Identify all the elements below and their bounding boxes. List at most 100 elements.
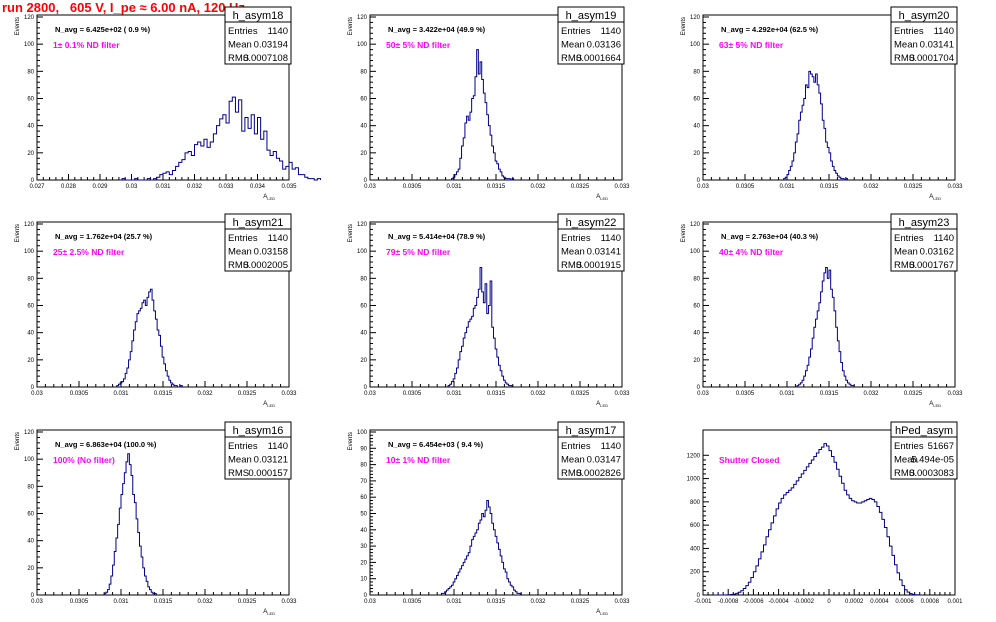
y-tick-label: 100	[357, 42, 368, 48]
histogram-bin	[806, 467, 809, 595]
y-tick-label: 40	[693, 331, 700, 337]
y-axis-label: Events	[348, 224, 354, 242]
x-tick-label: 0.031	[155, 184, 171, 190]
x-tick-label: -0.0002	[794, 599, 815, 605]
histogram-bin	[154, 311, 156, 387]
y-axis-label: Events	[681, 17, 687, 35]
histogram-bin	[121, 494, 123, 595]
stats-label: RMS	[894, 260, 915, 271]
x-tick-label: 0.0002	[845, 599, 864, 605]
x-tick-label: 0.027	[29, 184, 45, 190]
histogram-bin	[786, 493, 789, 595]
y-tick-label: 60	[693, 97, 700, 103]
x-tick-label: 0	[827, 599, 831, 605]
stats-value: 0.03141	[920, 40, 954, 51]
histogram-bin	[862, 502, 865, 595]
histogram-bin	[805, 85, 807, 180]
x-tick-label: 0.032	[863, 391, 879, 397]
stats-box	[224, 213, 292, 272]
stats-label: RMS	[228, 53, 249, 64]
stats-value: 0.0001704	[909, 53, 954, 64]
x-tick-label: 0.0315	[154, 599, 173, 605]
y-tick-label: 40	[360, 124, 367, 130]
histogram-bin	[819, 93, 821, 180]
x-tick-label: 0.0305	[736, 391, 755, 397]
stats-title: h_asym18	[233, 10, 284, 22]
x-tick-label: 0.031	[446, 599, 462, 605]
stats-label: Entries	[561, 441, 591, 452]
x-tick-label: 0.031	[779, 184, 795, 190]
histogram-bin	[854, 502, 857, 595]
x-tick-label: 0.03	[364, 391, 376, 397]
histogram-bin	[824, 444, 827, 595]
y-tick-label: 60	[360, 304, 367, 310]
stats-value: 5.494e-05	[911, 455, 954, 466]
histogram-bin	[475, 533, 477, 595]
histogram-bin	[465, 559, 467, 595]
y-tick-label: 0	[31, 178, 35, 184]
histogram-bin	[872, 500, 875, 595]
histogram-bin	[477, 297, 479, 387]
x-tick-label: 0.0325	[571, 391, 590, 397]
y-tick-label: 0	[31, 385, 35, 391]
x-tick-label: 0.0325	[571, 599, 590, 605]
histogram-bin	[812, 77, 814, 180]
navg-label: N_avg = 6.863e+04 (100.0 %)	[55, 440, 157, 449]
histogram-bin	[270, 156, 273, 180]
x-tick-label: 0.03	[126, 184, 138, 190]
histogram-bin	[834, 462, 837, 595]
stats-label: Mean	[228, 455, 252, 466]
x-tick-label: 0.029	[92, 184, 108, 190]
stats-box	[557, 421, 625, 480]
histogram-bin	[495, 536, 497, 595]
histogram-bin	[129, 465, 131, 595]
y-tick-label: 60	[27, 304, 34, 310]
x-tick-label: 0.0325	[571, 184, 590, 190]
stats-value: 0.0001767	[909, 260, 954, 271]
histogram-bin	[468, 553, 470, 595]
filter-label: 1± 0.1% ND filter	[53, 40, 120, 50]
histogram-bin	[226, 123, 229, 180]
histogram-bin	[201, 146, 204, 180]
navg-label: N_avg = 5.414e+04 (78.9 %)	[388, 232, 486, 241]
stats-value: 0.000157	[248, 468, 288, 479]
x-tick-label: 0.0325	[238, 391, 257, 397]
histogram-bin	[831, 289, 833, 387]
navg-label: N_avg = 1.762e+04 (25.7 %)	[55, 232, 153, 241]
histogram-bin	[235, 112, 238, 180]
histogram-bin	[133, 494, 135, 595]
y-tick-label: 0	[31, 593, 35, 599]
x-tick-label: -0.001	[694, 599, 712, 605]
stats-label: RMS	[561, 53, 582, 64]
histogram-bin	[468, 322, 470, 387]
y-tick-label: 10	[360, 577, 367, 583]
histogram-bin	[473, 536, 475, 595]
y-tick-label: 80	[360, 276, 367, 282]
stats-box	[890, 213, 958, 272]
stats-value: 0.0002826	[576, 468, 621, 479]
stats-title: h_asym23	[899, 217, 950, 229]
histogram-bin	[152, 300, 154, 387]
histogram-bin	[485, 510, 487, 595]
histogram-series-h_asym16	[103, 453, 157, 595]
histogram-bin	[470, 319, 472, 387]
stats-title: h_asym17	[566, 425, 617, 437]
y-tick-label: 100	[24, 249, 35, 255]
y-tick-label: 100	[357, 430, 368, 436]
histogram-bin	[766, 537, 769, 595]
x-tick-label: 0.03	[697, 184, 709, 190]
x-tick-label: 0.0004	[870, 599, 889, 605]
histogram-bin	[477, 530, 479, 595]
y-tick-label: 60	[27, 97, 34, 103]
histogram-bin	[811, 460, 814, 595]
histogram-bin	[462, 566, 464, 595]
histogram-bin	[804, 99, 806, 181]
stats-title: h_asym16	[233, 425, 284, 437]
histogram-bin	[859, 503, 862, 595]
histogram-bin	[504, 569, 506, 595]
stats-value: 0.03158	[254, 247, 288, 258]
histogram-bin	[814, 82, 816, 180]
y-tick-label: 0	[697, 385, 701, 391]
histogram-bin	[847, 495, 850, 595]
x-tick-label: 0.0315	[820, 184, 839, 190]
